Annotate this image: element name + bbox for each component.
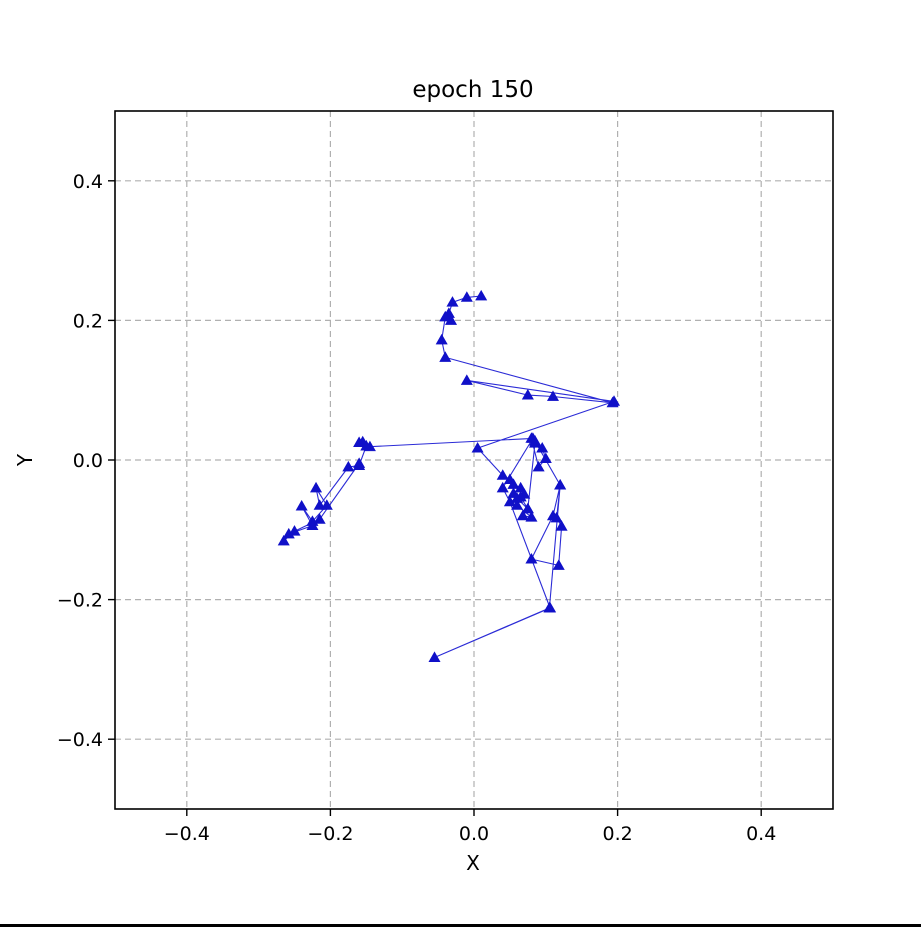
data-point-marker	[607, 395, 621, 406]
data-point-marker	[277, 534, 290, 546]
data-point-marker	[554, 479, 567, 490]
data-point-marker	[313, 513, 326, 524]
grid-lines	[115, 111, 833, 809]
data-point-marker	[496, 481, 509, 493]
y-tick-label: 0.4	[73, 171, 103, 193]
data-point-marker	[310, 481, 323, 493]
y-tick-label: 0.0	[73, 450, 103, 472]
data-point-marker	[353, 457, 366, 468]
data-point-marker	[546, 509, 559, 521]
bottom-border	[0, 924, 921, 927]
data-point-marker	[521, 388, 534, 400]
x-tick-label: 0.0	[459, 823, 489, 845]
y-tick-label: −0.2	[57, 590, 103, 612]
series-line	[283, 295, 615, 659]
data-point-marker	[525, 511, 538, 522]
chart-title: epoch 150	[412, 77, 533, 103]
data-point-marker	[475, 289, 488, 301]
data-point-marker	[288, 525, 301, 536]
data-point-marker	[353, 436, 366, 447]
series-layer	[277, 289, 621, 662]
data-point-marker	[514, 490, 527, 502]
data-point-marker	[320, 499, 333, 510]
data-point-marker	[295, 499, 308, 511]
data-point-marker	[544, 601, 557, 613]
data-point-marker	[516, 509, 529, 521]
y-tick-label: 0.2	[73, 310, 103, 332]
data-point-marker	[525, 553, 538, 564]
data-point-marker	[539, 452, 552, 464]
data-point-marker	[526, 432, 539, 443]
data-point-marker	[552, 559, 565, 570]
ticks: −0.4 −0.2 0.0 0.2 0.4 −0.4 −0.2 0.0 0.2 0.4	[57, 171, 776, 845]
data-point-marker	[503, 495, 516, 507]
data-point-marker	[460, 374, 473, 385]
data-point-marker	[496, 469, 509, 480]
data-point-marker	[532, 460, 545, 472]
data-point-marker	[342, 460, 355, 472]
data-point-marker	[521, 502, 534, 514]
x-axis-label: X	[466, 851, 480, 875]
data-point-marker	[471, 442, 484, 453]
x-tick-label: −0.2	[307, 823, 353, 845]
data-point-marker	[306, 519, 319, 531]
data-point-marker	[428, 651, 441, 662]
data-point-marker	[536, 442, 549, 453]
y-axis-label: Y	[13, 453, 37, 467]
x-tick-label: −0.4	[164, 823, 210, 845]
data-point-marker	[546, 390, 559, 401]
data-point-marker	[460, 291, 473, 302]
data-point-marker	[439, 310, 452, 322]
x-tick-label: 0.4	[746, 823, 776, 845]
x-tick-label: 0.2	[602, 823, 632, 845]
data-point-marker	[439, 351, 452, 362]
data-point-marker	[435, 333, 448, 345]
data-point-marker	[507, 487, 520, 498]
data-point-marker	[446, 296, 459, 307]
data-point-marker	[555, 520, 568, 531]
y-tick-label: −0.4	[57, 729, 103, 751]
data-point-marker	[360, 439, 373, 451]
